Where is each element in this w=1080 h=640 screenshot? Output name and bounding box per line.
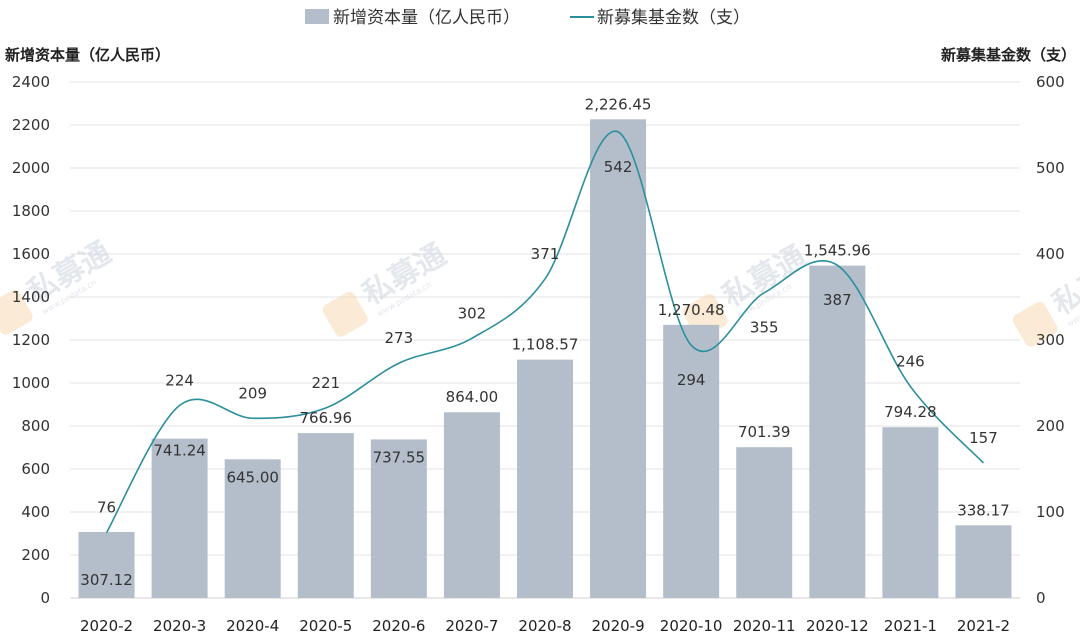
bar bbox=[443, 412, 500, 598]
bar bbox=[955, 525, 1012, 598]
watermark-logo bbox=[1012, 301, 1058, 347]
bar-data-label: 1,545.96 bbox=[804, 242, 871, 260]
right-axis-title: 新募集基金数（支） bbox=[941, 46, 1076, 64]
right-tick-label: 100 bbox=[1036, 503, 1065, 521]
right-tick-label: 300 bbox=[1036, 331, 1065, 349]
x-tick-label: 2020-10 bbox=[660, 617, 723, 635]
right-tick-label: 200 bbox=[1036, 417, 1065, 435]
x-axis-ticks: 2020-2 2020-3 2020-4 2020-5 2020-6 2020-7 2020… bbox=[80, 617, 1010, 635]
x-tick-label: 2020-4 bbox=[226, 617, 279, 635]
legend: 新增资本量（亿人民币） 新募集基金数（支） bbox=[305, 8, 750, 28]
bar-data-label: 864.00 bbox=[446, 388, 499, 406]
legend-line-label: 新募集基金数（支） bbox=[597, 8, 750, 28]
left-tick-label: 1200 bbox=[12, 331, 50, 349]
bar bbox=[882, 427, 939, 598]
bar bbox=[663, 324, 720, 598]
watermark-logo bbox=[322, 291, 368, 337]
right-tick-label: 500 bbox=[1036, 159, 1065, 177]
line-data-labels: 76 224 209 221 273 302 371 542 294 355 387 246 157 bbox=[97, 158, 998, 517]
left-tick-label: 2400 bbox=[12, 73, 50, 91]
line-data-label: 221 bbox=[311, 374, 340, 392]
bar bbox=[590, 119, 647, 599]
x-tick-label: 2020-3 bbox=[153, 617, 206, 635]
left-tick-label: 1400 bbox=[12, 288, 50, 306]
series-line bbox=[105, 130, 985, 534]
x-tick-label: 2021-1 bbox=[884, 617, 937, 635]
line-series bbox=[105, 130, 985, 534]
bar-data-label: 794.28 bbox=[884, 403, 937, 421]
line-data-label: 209 bbox=[238, 384, 267, 402]
bar bbox=[151, 438, 208, 598]
bar-data-label: 307.12 bbox=[80, 571, 133, 589]
right-tick-label: 400 bbox=[1036, 245, 1065, 263]
x-tick-label: 2020-7 bbox=[445, 617, 498, 635]
bar-data-labels: 307.12 741.24 645.00 766.96 737.55 864.00 1,10… bbox=[80, 95, 1009, 589]
line-data-label: 542 bbox=[604, 158, 633, 176]
x-tick-label: 2020-9 bbox=[592, 617, 645, 635]
bar-data-label: 737.55 bbox=[373, 448, 426, 466]
x-tick-label: 2020-8 bbox=[518, 617, 571, 635]
bar-data-label: 338.17 bbox=[957, 501, 1010, 519]
line-data-label: 76 bbox=[97, 499, 116, 517]
line-data-label: 294 bbox=[677, 371, 706, 389]
bar bbox=[78, 531, 135, 598]
left-tick-label: 2200 bbox=[12, 116, 50, 134]
left-tick-label: 1600 bbox=[12, 245, 50, 263]
right-tick-label: 0 bbox=[1036, 589, 1046, 607]
bar-data-label: 701.39 bbox=[738, 423, 791, 441]
bar bbox=[297, 433, 354, 598]
left-tick-label: 2000 bbox=[12, 159, 50, 177]
line-data-label: 224 bbox=[165, 371, 194, 389]
line-data-label: 273 bbox=[385, 329, 414, 347]
bar-data-label: 645.00 bbox=[226, 468, 279, 486]
bar-data-label: 766.96 bbox=[300, 409, 353, 427]
x-tick-label: 2021-2 bbox=[957, 617, 1010, 635]
line-data-label: 387 bbox=[823, 291, 852, 309]
left-tick-label: 600 bbox=[21, 460, 50, 478]
line-data-label: 157 bbox=[969, 429, 998, 447]
left-axis-title: 新增资本量（亿人民币） bbox=[5, 46, 170, 64]
watermark-logo bbox=[0, 289, 33, 335]
left-tick-label: 1800 bbox=[12, 202, 50, 220]
line-data-label: 302 bbox=[458, 304, 487, 322]
x-tick-label: 2020-5 bbox=[299, 617, 352, 635]
right-tick-label: 600 bbox=[1036, 73, 1065, 91]
line-data-label: 371 bbox=[531, 245, 560, 263]
bar bbox=[370, 439, 427, 598]
line-data-label: 355 bbox=[750, 319, 779, 337]
left-tick-label: 0 bbox=[40, 589, 50, 607]
left-tick-label: 200 bbox=[21, 546, 50, 564]
right-axis-ticks: 0 100 200 300 400 500 600 bbox=[1036, 73, 1065, 607]
bar-data-label: 1,108.57 bbox=[512, 336, 579, 354]
x-tick-label: 2020-12 bbox=[806, 617, 869, 635]
bar bbox=[517, 359, 573, 598]
bar bbox=[736, 447, 793, 598]
left-tick-label: 400 bbox=[21, 503, 50, 521]
legend-bar-swatch bbox=[305, 9, 329, 24]
legend-bar-label: 新增资本量（亿人民币） bbox=[333, 8, 520, 28]
x-tick-label: 2020-2 bbox=[80, 617, 133, 635]
left-tick-label: 1000 bbox=[12, 374, 50, 392]
left-axis-ticks: 0 200 400 600 800 1000 1200 1400 1600 1800 2000 220… bbox=[12, 73, 50, 607]
x-tick-label: 2020-11 bbox=[733, 617, 796, 635]
bar-data-label: 2,226.45 bbox=[585, 95, 652, 113]
bar-series bbox=[78, 119, 1012, 599]
bar bbox=[809, 265, 866, 598]
bar-data-label: 741.24 bbox=[153, 442, 206, 460]
left-tick-label: 800 bbox=[21, 417, 50, 435]
line-data-label: 246 bbox=[896, 352, 925, 370]
x-tick-label: 2020-6 bbox=[372, 617, 425, 635]
bar bbox=[224, 459, 281, 598]
bar-data-label: 1,270.48 bbox=[658, 301, 725, 319]
